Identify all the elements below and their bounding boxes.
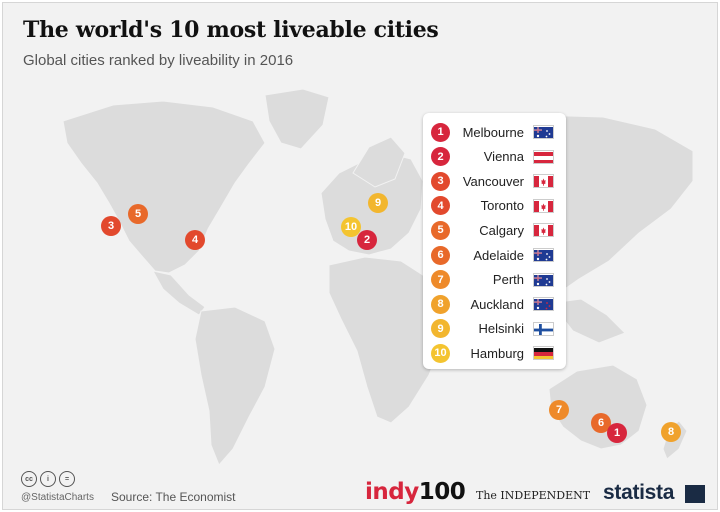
canada-flag-icon (533, 223, 554, 238)
statista-logo: statista (603, 481, 675, 504)
indy100-logo: indy100 (365, 479, 466, 505)
city-marker-8: 8 (661, 422, 681, 442)
city-marker-label: 4 (192, 234, 199, 246)
new-zealand-flag-icon (533, 297, 554, 312)
rank-badge: 9 (431, 319, 450, 339)
city-marker-label: 5 (135, 208, 141, 220)
australia-flag-icon (533, 125, 554, 139)
city-name: Auckland (470, 296, 524, 312)
indy-logo-number: 100 (418, 479, 466, 505)
license-icons: cc i = (21, 471, 75, 487)
statista-handle: @StatistaCharts (21, 492, 94, 503)
rank-badge: 3 (431, 171, 450, 191)
rank-badge: 1 (431, 122, 450, 142)
indy-logo-text: indy (365, 479, 419, 505)
city-marker-dot (101, 216, 121, 236)
city-name: Hamburg (470, 345, 524, 361)
city-marker-dot (128, 204, 148, 224)
rank-badge: 7 (431, 270, 450, 290)
greenland-landmass (264, 88, 330, 150)
finland-flag-icon (533, 321, 554, 336)
city-marker-label: 3 (108, 220, 114, 232)
city-name: Vienna (483, 149, 524, 165)
city-marker-dot (549, 400, 569, 420)
legend-row: 8 Auckland (423, 293, 566, 315)
australia-flag-icon (533, 272, 554, 287)
city-marker-dot (368, 193, 388, 213)
city-name: Perth (492, 272, 524, 288)
source-credit: Source: The Economist (111, 490, 236, 504)
city-marker-6: 6 (591, 413, 611, 433)
scandinavia-landmass (352, 136, 406, 188)
central-america-landmass (152, 270, 206, 316)
city-marker-2: 2 (357, 230, 377, 250)
south-america-landmass (194, 306, 276, 466)
rank-badge: 4 (431, 196, 450, 216)
city-marker-dot (357, 230, 377, 250)
city-name: Melbourne (462, 124, 524, 140)
attribution-icon: i (40, 471, 56, 487)
legend-row: 3 Vancouver (423, 170, 566, 192)
city-marker-label: 7 (556, 404, 562, 416)
canada-flag-icon (533, 198, 554, 213)
city-marker-label: 6 (598, 417, 604, 429)
rank-badge: 5 (431, 220, 450, 240)
legend-row: 2 Vienna (423, 146, 566, 168)
city-marker-10: 10 (341, 217, 361, 237)
city-marker-3: 3 (101, 216, 121, 236)
germany-flag-icon (533, 346, 554, 361)
legend-row: 5 Calgary (423, 219, 566, 241)
australia-flag-icon (533, 248, 554, 262)
statista-logo-mark (685, 485, 705, 503)
city-name: Helsinki (478, 321, 524, 337)
north-america-landmass (62, 100, 266, 274)
page-title: The world's 10 most liveable cities (23, 17, 439, 43)
city-name: Toronto (480, 198, 524, 214)
legend-row: 1 Melbourne (423, 121, 566, 143)
legend-row: 7 Perth (423, 269, 566, 291)
city-marker-label: 9 (375, 197, 381, 209)
page-subtitle: Global cities ranked by liveability in 2… (23, 52, 294, 69)
city-marker-dot (341, 217, 361, 237)
city-ranking-legend: 1 Melbourne 2 Vienna 3 Vancouver 4 Toronto 5 Calg… (423, 113, 566, 369)
creative-commons-icon: cc (21, 471, 37, 487)
city-marker-4: 4 (185, 230, 205, 250)
rank-badge: 8 (431, 294, 450, 314)
canada-flag-icon (533, 174, 554, 189)
legend-row: 6 Adelaide (423, 244, 566, 266)
rank-badge: 6 (431, 245, 450, 265)
city-marker-5: 5 (128, 204, 148, 224)
city-marker-7: 7 (549, 400, 569, 420)
city-marker-dot (591, 413, 611, 433)
legend-row: 4 Toronto (423, 195, 566, 217)
city-marker-label: 10 (345, 221, 357, 233)
rank-badge: 10 (431, 343, 450, 363)
city-marker-dot (185, 230, 205, 250)
city-marker-9: 9 (368, 193, 388, 213)
city-marker-label: 2 (364, 234, 370, 246)
city-marker-1: 1 (607, 423, 627, 443)
city-marker-label: 1 (614, 427, 620, 439)
independent-logo: The INDEPENDENT (476, 489, 591, 502)
city-name: Calgary (479, 222, 524, 238)
rank-badge: 2 (431, 147, 450, 167)
city-marker-dot (607, 423, 627, 443)
city-name: Vancouver (462, 173, 524, 189)
city-name: Adelaide (473, 247, 524, 263)
city-marker-label: 8 (668, 426, 674, 438)
legend-row: 9 Helsinki (423, 318, 566, 340)
legend-row: 10 Hamburg (423, 342, 566, 364)
no-derivatives-icon: = (59, 471, 75, 487)
southeast-asia-landmass (550, 298, 626, 344)
austria-flag-icon (533, 149, 554, 164)
city-marker-dot (661, 422, 681, 442)
africa-landmass (328, 256, 448, 424)
